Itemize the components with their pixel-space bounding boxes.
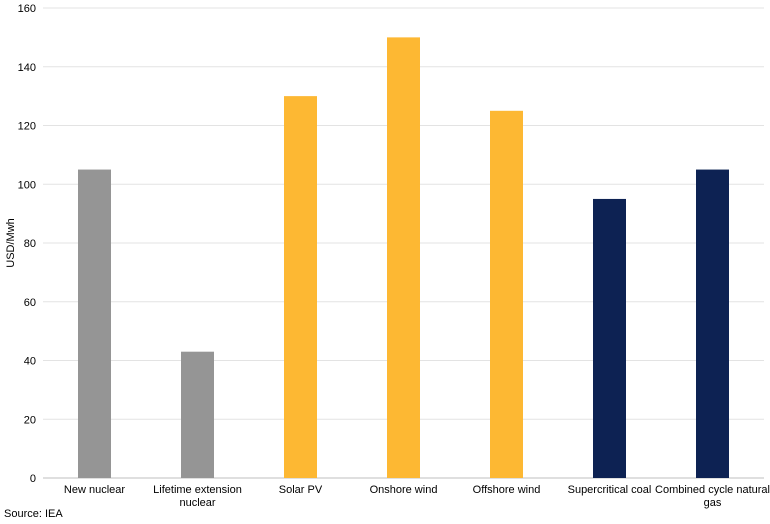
y-tick-label: 120 — [18, 121, 36, 133]
bar — [78, 169, 111, 478]
category-label: Solar PV — [279, 484, 323, 496]
category-label: Offshore wind — [473, 484, 541, 496]
bar — [181, 351, 214, 478]
y-tick-labels: 0 20 40 60 80 100 120 140 160 — [18, 3, 36, 485]
source-note: Source: IEA — [4, 508, 63, 520]
y-tick-label: 60 — [24, 297, 36, 309]
bar — [593, 198, 626, 478]
bars — [78, 37, 729, 478]
y-tick-label: 80 — [24, 238, 36, 250]
y-axis-title: USD/Mwh — [5, 218, 17, 268]
y-tick-label: 160 — [18, 3, 36, 15]
bar — [284, 96, 317, 478]
category-label: Lifetime extension nuclear — [153, 484, 242, 509]
y-tick-label: 40 — [24, 356, 36, 368]
y-tick-label: 100 — [18, 179, 36, 191]
category-label: Combined cycle natural gas — [655, 484, 770, 509]
y-tick-label: 140 — [18, 62, 36, 74]
category-label: New nuclear — [64, 484, 125, 496]
category-label: Supercritical coal — [568, 484, 652, 496]
category-labels: New nuclear Lifetime extension nuclear Sola… — [64, 484, 770, 509]
category-label: Onshore wind — [370, 484, 438, 496]
bar — [490, 110, 523, 478]
y-tick-label: 0 — [30, 473, 36, 485]
bar — [696, 169, 729, 478]
y-tick-label: 20 — [24, 414, 36, 426]
bar — [387, 37, 420, 478]
